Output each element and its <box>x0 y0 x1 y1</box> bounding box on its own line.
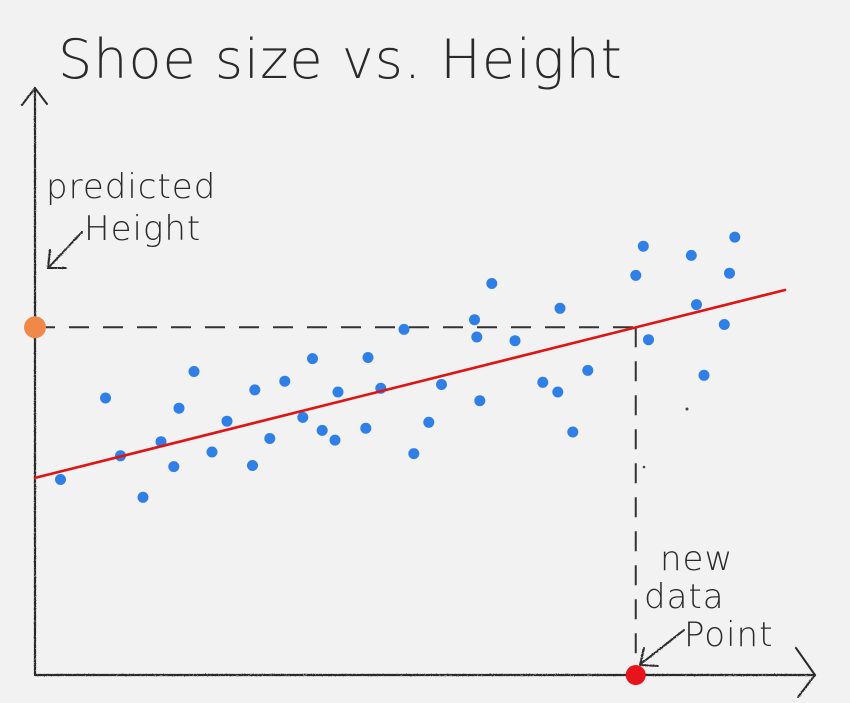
predicted-label-line-2: Height <box>84 209 201 249</box>
data-point <box>582 364 594 376</box>
predicted-height-annotation: predicted Height <box>46 167 216 269</box>
data-point <box>537 376 549 388</box>
data-point <box>685 249 697 261</box>
chart-title: Shoe size vs. Height <box>58 28 623 91</box>
data-point <box>567 426 579 438</box>
x-axis-arrowhead <box>795 647 817 698</box>
data-points <box>55 231 741 503</box>
data-point <box>173 402 185 414</box>
data-point <box>724 267 735 279</box>
data-point <box>718 319 730 330</box>
data-point <box>332 386 344 398</box>
pencil-speck <box>642 465 646 469</box>
data-point <box>729 231 741 243</box>
new-point-label-line-1: new <box>660 539 733 579</box>
data-point <box>168 461 180 473</box>
new-point-label-line-3: Point <box>684 615 773 655</box>
data-point <box>206 446 218 458</box>
data-point <box>643 334 654 346</box>
data-point <box>691 299 702 311</box>
predicted-height-marker <box>24 316 46 339</box>
new-point-label-line-2: data <box>644 577 725 617</box>
trend-line <box>33 288 787 480</box>
data-point <box>100 392 111 404</box>
data-point <box>188 366 200 377</box>
data-point <box>249 384 261 396</box>
data-point <box>247 460 258 471</box>
data-point <box>471 331 483 343</box>
y-axis-arrowhead <box>21 86 48 106</box>
data-point <box>698 369 710 381</box>
data-point <box>279 375 291 387</box>
data-point <box>509 335 521 347</box>
data-point <box>360 422 372 434</box>
data-point <box>307 353 318 365</box>
data-point <box>469 314 480 326</box>
data-point <box>552 386 564 398</box>
data-point <box>137 491 149 503</box>
new-data-point-annotation: new data Point <box>638 539 773 667</box>
data-point <box>316 424 328 436</box>
data-point <box>55 474 66 485</box>
pencil-speck <box>685 407 689 411</box>
predicted-label-line-1: predicted <box>46 167 216 207</box>
data-point <box>408 448 420 460</box>
data-point <box>264 433 276 444</box>
data-point <box>423 416 435 428</box>
data-point <box>436 379 447 390</box>
data-point <box>630 269 642 281</box>
data-point <box>637 240 649 252</box>
data-point <box>221 415 233 427</box>
data-point <box>486 278 498 289</box>
data-point <box>474 395 486 407</box>
new-point-arrow <box>638 629 685 667</box>
data-point <box>398 323 410 335</box>
data-point <box>362 352 374 363</box>
data-point <box>554 302 566 314</box>
axes <box>21 86 817 698</box>
data-point <box>329 434 341 446</box>
new-data-point-marker <box>625 665 646 685</box>
data-point <box>297 411 309 423</box>
predicted-arrow <box>46 231 83 269</box>
